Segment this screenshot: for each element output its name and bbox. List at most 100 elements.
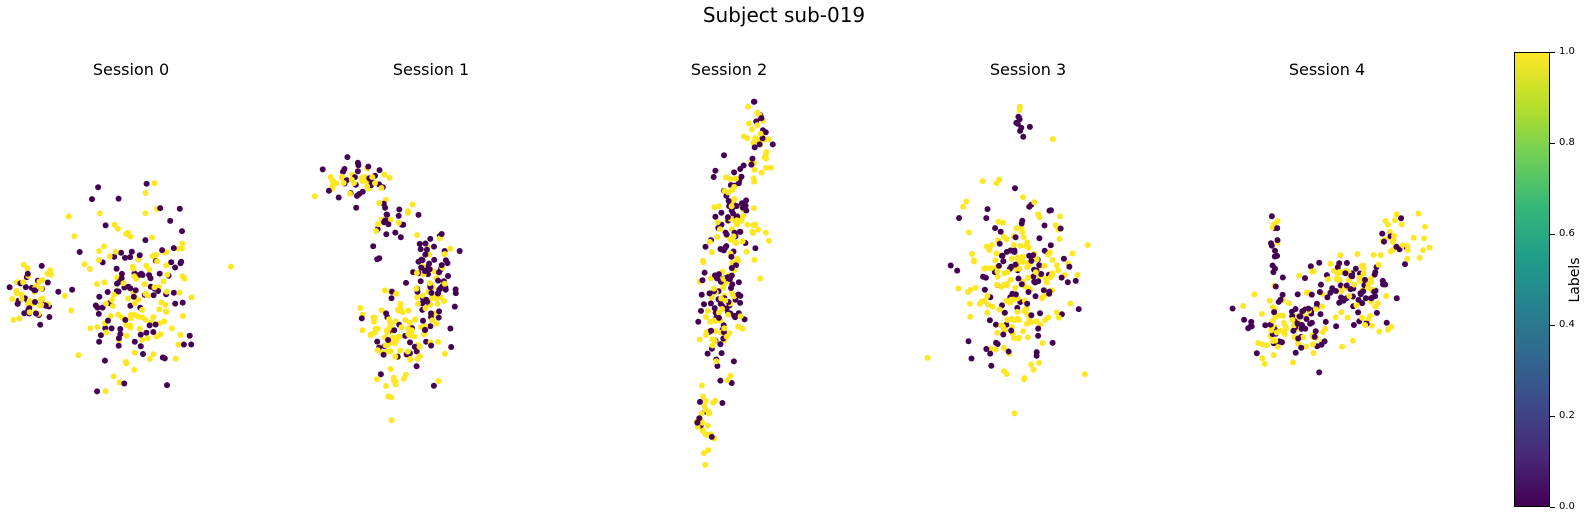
scatter-point: [1281, 331, 1288, 338]
scatter-point: [179, 273, 186, 280]
scatter-point: [38, 262, 45, 269]
colorbar-tick: [1550, 506, 1555, 508]
scatter-point: [428, 289, 435, 296]
scatter-point: [988, 265, 995, 272]
scatter-point: [1322, 318, 1329, 325]
scatter-point: [38, 285, 45, 292]
scatter-point: [730, 210, 736, 217]
scatter-point: [1064, 279, 1071, 286]
panel-title-session-1: Session 1: [392, 60, 470, 79]
scatter-point: [711, 305, 718, 312]
scatter-point: [1316, 259, 1323, 266]
scatter-point: [1047, 274, 1054, 280]
scatter-point: [711, 337, 718, 344]
scatter-point: [757, 130, 764, 137]
scatter-point: [1060, 255, 1067, 262]
scatter-point: [94, 324, 101, 330]
scatter-point: [395, 219, 402, 226]
scatter-point: [76, 249, 83, 255]
scatter-point: [1307, 320, 1314, 327]
scatter-point: [1028, 312, 1035, 319]
scatter-point: [708, 249, 715, 256]
scatter-point: [706, 238, 713, 245]
scatter-point: [1327, 289, 1334, 296]
scatter-point: [1277, 296, 1284, 303]
scatter-point: [1268, 242, 1275, 249]
scatter-point: [387, 216, 394, 223]
scatter-point: [1381, 238, 1387, 245]
scatter-point: [428, 342, 435, 349]
scatter-point: [95, 310, 102, 317]
scatter-point: [725, 311, 732, 318]
scatter-point: [101, 243, 108, 250]
scatter-point: [998, 283, 1005, 290]
scatter-point: [1303, 343, 1309, 350]
scatter-point: [1351, 281, 1358, 288]
scatter-point: [1026, 203, 1033, 210]
scatter-point: [984, 293, 991, 299]
scatter-point: [38, 301, 45, 308]
scatter-point: [142, 237, 149, 244]
scatter-point: [954, 267, 961, 274]
scatter-point: [714, 219, 721, 226]
scatter-point: [402, 371, 409, 378]
scatter-point: [1021, 308, 1028, 315]
scatter-point: [178, 258, 185, 265]
scatter-point: [407, 331, 413, 337]
scatter-point: [180, 341, 187, 348]
scatter-point: [1037, 310, 1043, 317]
scatter-point: [1338, 309, 1345, 316]
scatter-point: [983, 346, 990, 352]
scatter-point: [968, 355, 975, 362]
scatter-point: [698, 410, 705, 417]
scatter-point: [451, 303, 458, 310]
scatter-point: [997, 228, 1004, 235]
scatter-point: [369, 174, 376, 181]
scatter-point: [170, 245, 177, 252]
scatter-point: [1386, 228, 1393, 235]
scatter-point: [1272, 313, 1279, 320]
scatter-point: [105, 317, 111, 324]
scatter-panel-0: [6, 180, 234, 395]
scatter-point: [115, 342, 122, 349]
scatter-point: [127, 233, 134, 240]
scatter-point: [423, 246, 430, 253]
scatter-point: [435, 277, 442, 284]
scatter-point: [706, 290, 713, 297]
scatter-point: [1269, 224, 1276, 231]
scatter-point: [739, 238, 746, 245]
scatter-point: [139, 336, 146, 343]
scatter-point: [728, 265, 735, 271]
scatter-point: [1055, 267, 1062, 274]
scatter-point: [1272, 283, 1279, 290]
scatter-point: [13, 290, 20, 297]
scatter-point: [700, 257, 707, 264]
scatter-point: [427, 235, 434, 242]
scatter-point: [960, 203, 967, 210]
scatter-point: [130, 293, 137, 300]
scatter-point: [723, 174, 729, 181]
scatter-point: [383, 231, 390, 238]
scatter-point: [1313, 300, 1320, 307]
scatter-point: [158, 299, 165, 306]
scatter-panel-1: [311, 154, 463, 424]
scatter-point: [1248, 318, 1255, 325]
scatter-point: [694, 423, 701, 430]
scatter-point: [1056, 235, 1063, 242]
scatter-point: [1263, 342, 1270, 349]
scatter-point: [407, 339, 413, 346]
scatter-point: [709, 342, 716, 349]
scatter-point: [1000, 331, 1007, 338]
scatter-point: [1020, 194, 1026, 201]
scatter-point: [1420, 247, 1427, 254]
scatter-point: [728, 380, 735, 386]
scatter-point: [383, 383, 390, 389]
scatter-point: [415, 211, 422, 218]
scatter-point: [1016, 334, 1023, 341]
scatter-point: [721, 325, 728, 332]
scatter-point: [1009, 316, 1015, 322]
scatter-point: [964, 289, 971, 295]
scatter-point: [1318, 281, 1324, 288]
scatter-point: [700, 450, 707, 457]
scatter-point: [1075, 306, 1082, 313]
